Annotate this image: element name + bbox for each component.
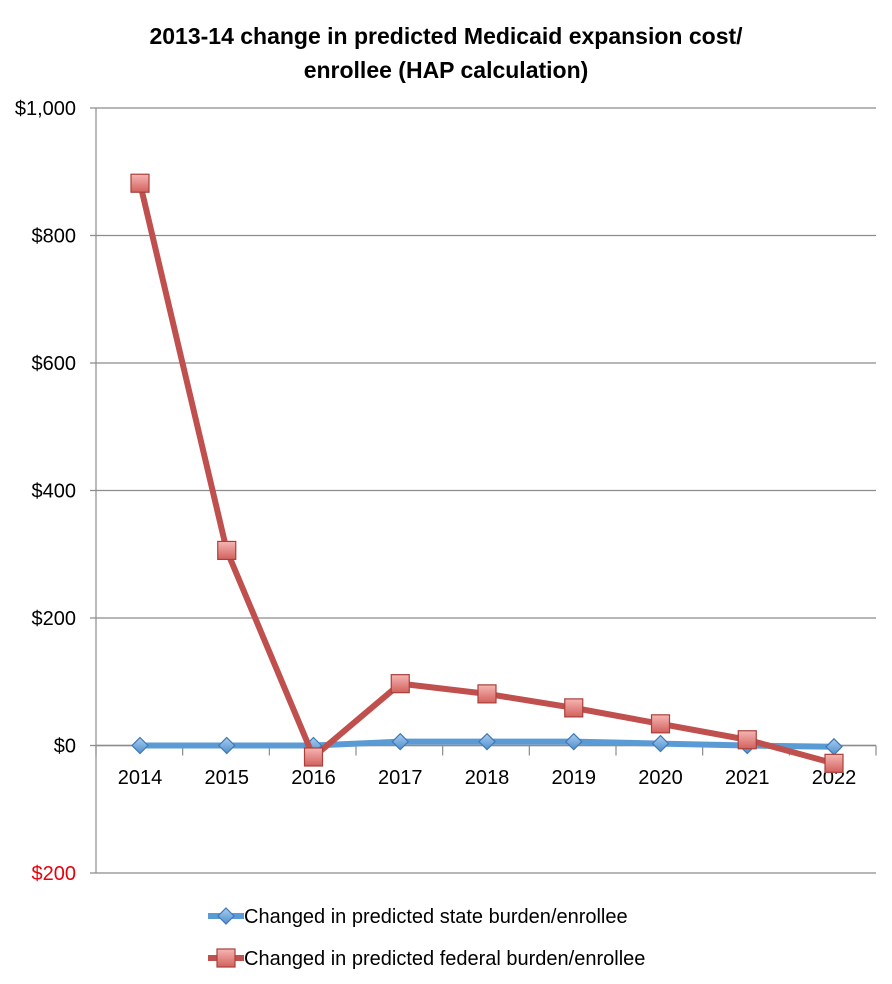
y-tick-labels: $1,000 $800 $600 $400 $200 $0 $200 [15, 98, 76, 885]
point-state-2017 [391, 732, 410, 751]
x-tick-label-2017: 2017 [378, 767, 423, 789]
chart-title-line-1: 2013-14 change in predicted Medicaid exp… [149, 23, 743, 49]
legend: Changed in predicted state burden/enroll… [208, 906, 645, 970]
series-federal-line [137, 180, 837, 767]
point-federal-2019 [564, 698, 584, 718]
point-federal-2015 [217, 540, 237, 561]
y-tick-label-3: $400 [32, 481, 77, 503]
y-tick-label-2: $600 [32, 353, 77, 375]
series-federal [130, 173, 844, 773]
y-tick-label-5: $0 [54, 736, 76, 758]
point-federal-2017 [390, 674, 410, 694]
x-tick-labels: 2014 2015 2016 2017 2018 2019 2020 2021 2022 [118, 767, 857, 789]
point-federal-2022 [824, 753, 844, 773]
legend-marker-state [217, 907, 235, 925]
series [130, 173, 844, 773]
x-tick-label-2015: 2015 [205, 767, 250, 789]
legend-marker-federal [216, 948, 236, 968]
point-federal-2016 [303, 747, 324, 767]
x-tick-label-2016: 2016 [291, 767, 336, 789]
point-state-2020 [651, 734, 670, 753]
point-federal-2018 [477, 684, 497, 704]
y-tick-label-6: $200 [32, 863, 77, 885]
legend-label-state: Changed in predicted state burden/enroll… [244, 906, 628, 928]
point-federal-2020 [650, 714, 671, 734]
x-tick-label-2014: 2014 [118, 767, 163, 789]
legend-item-state: Changed in predicted state burden/enroll… [208, 906, 628, 928]
point-federal-2021 [737, 730, 757, 750]
x-tick-label-2018: 2018 [465, 767, 510, 789]
x-tick-label-2019: 2019 [552, 767, 597, 789]
chart-title-line-2: enrollee (HAP calculation) [304, 57, 589, 83]
point-state-2014 [131, 736, 149, 755]
x-tick-label-2022: 2022 [812, 767, 857, 789]
gridlines [90, 107, 876, 874]
point-state-2018 [478, 732, 496, 751]
point-state-2015 [217, 736, 236, 755]
y-tick-label-1: $800 [32, 226, 77, 248]
legend-item-federal: Changed in predicted federal burden/enro… [208, 948, 645, 970]
point-state-2019 [564, 732, 583, 751]
y-tick-label-0: $1,000 [15, 98, 76, 120]
y-tick-label-4: $200 [32, 608, 77, 630]
point-federal-2014 [130, 173, 150, 193]
legend-label-federal: Changed in predicted federal burden/enro… [244, 948, 645, 970]
x-tick-label-2020: 2020 [638, 767, 683, 789]
point-state-2022 [825, 737, 843, 756]
x-tick-label-2021: 2021 [725, 767, 770, 789]
